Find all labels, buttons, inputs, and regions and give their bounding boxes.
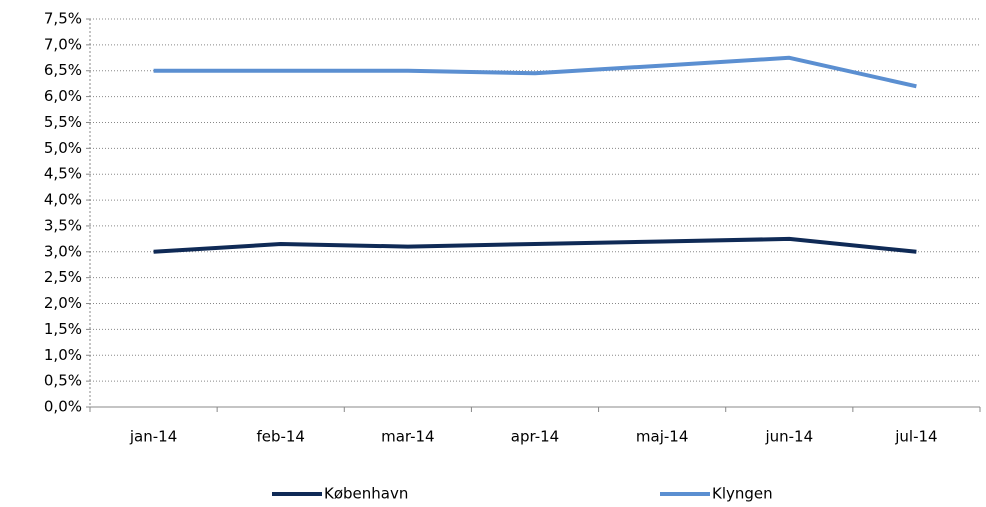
legend-label: Klyngen: [712, 485, 773, 503]
y-tick-label: 4,5%: [44, 165, 82, 183]
legend-label: København: [324, 485, 408, 503]
y-tick-label: 4,0%: [44, 191, 82, 209]
y-tick-label: 3,5%: [44, 216, 82, 234]
y-tick-label: 0,5%: [44, 372, 82, 390]
y-tick-label: 1,0%: [44, 346, 82, 364]
y-tick-label: 0,0%: [44, 398, 82, 416]
series-line: [153, 236, 917, 254]
y-tick-label: 1,5%: [44, 320, 82, 338]
x-tick-label: mar-14: [381, 428, 435, 446]
x-tick-label: feb-14: [256, 428, 305, 446]
y-tick-label: 3,0%: [44, 242, 82, 260]
x-tick-label: maj-14: [636, 428, 688, 446]
y-tick-label: 6,0%: [44, 87, 82, 105]
y-tick-label: 2,5%: [44, 268, 82, 286]
y-tick-label: 5,0%: [44, 139, 82, 157]
x-tick-label: jul-14: [894, 428, 937, 446]
y-tick-label: 7,5%: [44, 10, 82, 28]
y-tick-label: 6,5%: [44, 61, 82, 79]
y-tick-label: 7,0%: [44, 35, 82, 53]
series-line: [153, 55, 917, 89]
x-tick-label: apr-14: [511, 428, 559, 446]
x-tick-label: jun-14: [764, 428, 813, 446]
x-tick-label: jan-14: [129, 428, 177, 446]
y-tick-label: 5,5%: [44, 113, 82, 131]
y-tick-label: 2,0%: [44, 294, 82, 312]
